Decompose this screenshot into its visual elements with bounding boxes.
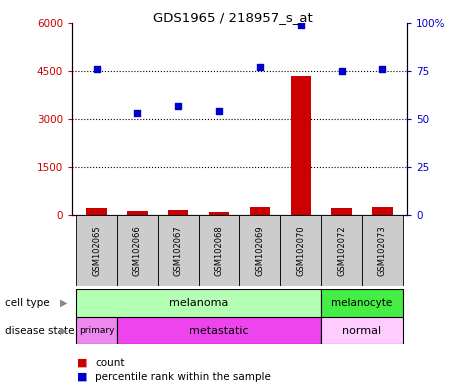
Text: GSM102066: GSM102066 <box>133 225 142 276</box>
Bar <box>76 317 117 344</box>
Bar <box>76 289 321 317</box>
Point <box>174 103 182 109</box>
Text: cell type: cell type <box>5 298 49 308</box>
Text: ■: ■ <box>77 358 87 368</box>
Bar <box>117 215 158 286</box>
Text: melanocyte: melanocyte <box>332 298 392 308</box>
Text: normal: normal <box>342 326 381 336</box>
Text: GSM102067: GSM102067 <box>174 225 183 276</box>
Bar <box>321 289 403 317</box>
Bar <box>321 317 403 344</box>
Bar <box>239 215 280 286</box>
Text: ■: ■ <box>77 372 87 382</box>
Bar <box>209 212 229 215</box>
Text: GSM102065: GSM102065 <box>92 225 101 276</box>
Bar <box>372 207 392 215</box>
Bar <box>332 208 352 215</box>
Bar <box>168 210 188 215</box>
Bar <box>158 215 199 286</box>
Bar <box>321 215 362 286</box>
Bar <box>291 76 311 215</box>
Text: GSM102073: GSM102073 <box>378 225 387 276</box>
Text: GSM102070: GSM102070 <box>296 225 305 276</box>
Text: GSM102072: GSM102072 <box>337 225 346 276</box>
Point <box>256 64 264 70</box>
Text: GDS1965 / 218957_s_at: GDS1965 / 218957_s_at <box>153 12 312 25</box>
Text: metastatic: metastatic <box>189 326 249 336</box>
Bar <box>127 211 147 215</box>
Text: GSM102068: GSM102068 <box>214 225 224 276</box>
Text: GSM102069: GSM102069 <box>255 225 265 276</box>
Bar <box>250 207 270 215</box>
Bar <box>76 215 117 286</box>
Text: percentile rank within the sample: percentile rank within the sample <box>95 372 271 382</box>
Point <box>297 22 305 28</box>
Point <box>215 108 223 114</box>
Bar <box>117 317 321 344</box>
Bar <box>362 215 403 286</box>
Point <box>93 66 100 72</box>
Bar <box>280 215 321 286</box>
Bar <box>86 208 107 215</box>
Point <box>379 66 386 72</box>
Text: melanoma: melanoma <box>169 298 228 308</box>
Text: count: count <box>95 358 125 368</box>
Text: ▶: ▶ <box>60 298 67 308</box>
Text: primary: primary <box>79 326 114 335</box>
Point <box>133 110 141 116</box>
Point <box>338 68 345 74</box>
Text: disease state: disease state <box>5 326 74 336</box>
Text: ▶: ▶ <box>60 326 67 336</box>
Bar <box>199 215 239 286</box>
